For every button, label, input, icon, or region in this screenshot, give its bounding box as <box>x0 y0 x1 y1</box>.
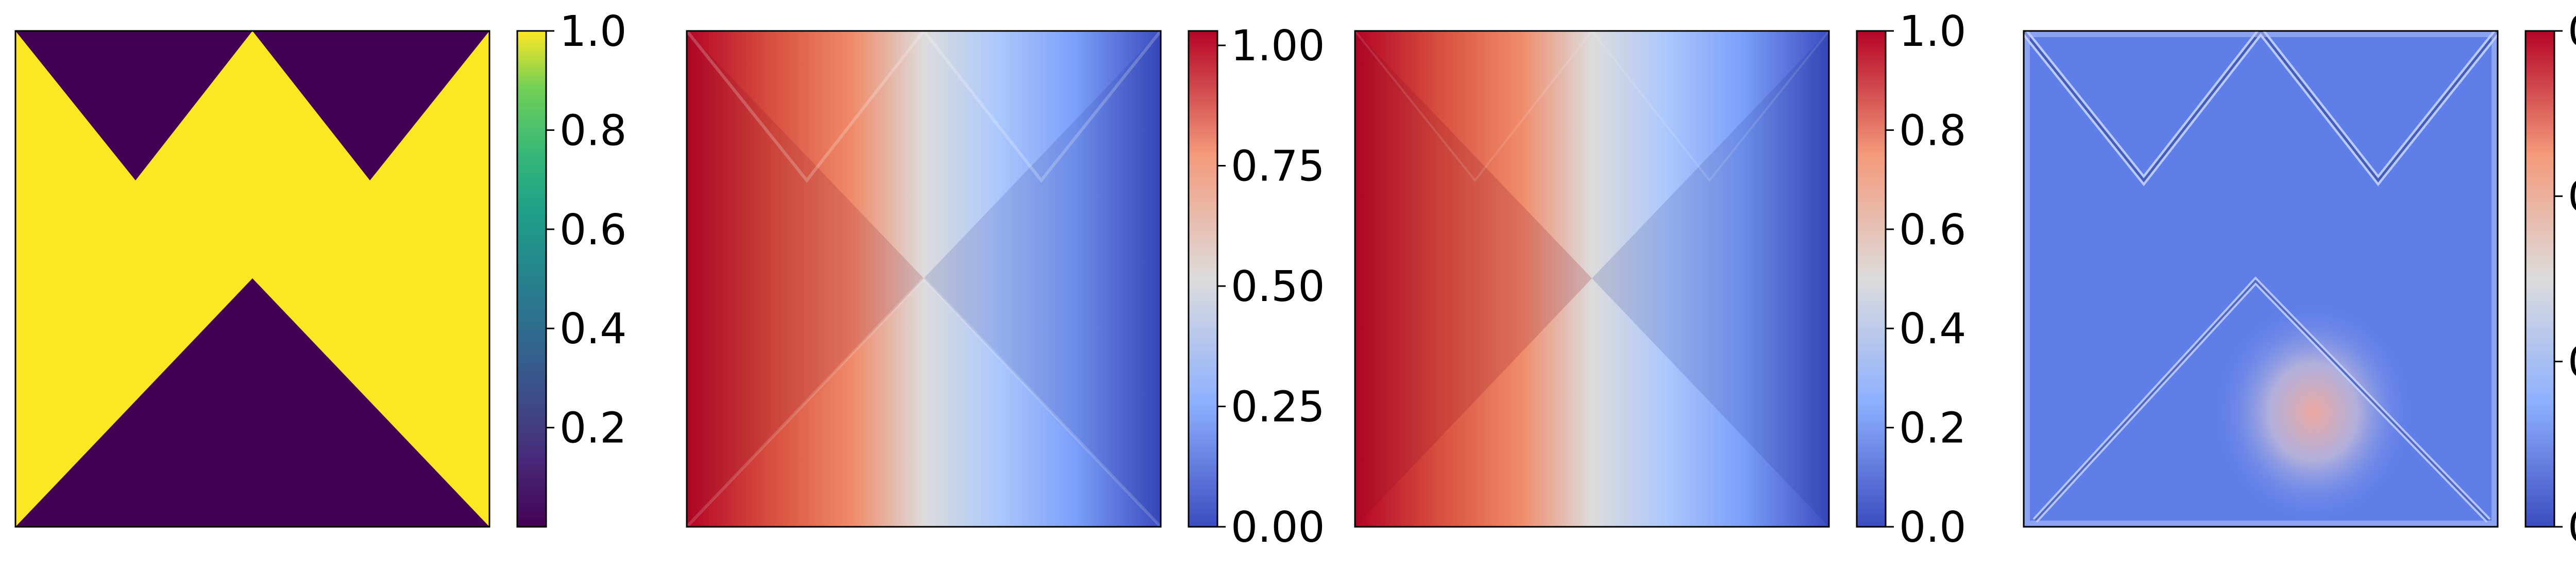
colorbar-tick-label: 0.10 <box>2568 173 2576 222</box>
prediction-valley <box>687 276 1161 527</box>
colorbar-prediction-ticks: 0.00 0.25 0.50 0.75 1.00 <box>1217 22 1325 552</box>
colorbar-tick-label: 0.8 <box>560 106 626 155</box>
colorbar-tick-label: 0.8 <box>1899 106 1966 155</box>
colorbar-error-ticks: 0.00 0.05 0.10 0.15 <box>2554 7 2576 552</box>
error-ridge-core <box>2024 31 2498 183</box>
heatmap-panel-error <box>2024 31 2498 527</box>
colorbar-mask: 0.2 0.4 0.6 0.8 1.0 <box>516 7 626 528</box>
colorbar-error-fill <box>2524 30 2555 528</box>
error-hotspot <box>2215 304 2411 521</box>
reference-field <box>1355 31 1829 527</box>
colorbar-error: 0.00 0.05 0.10 0.15 <box>2524 7 2576 552</box>
colorbar-tick-label: 0.6 <box>1899 206 1966 255</box>
colorbar-tick-label: 0.15 <box>2568 7 2576 56</box>
colorbar-tick-label: 0.50 <box>1231 262 1325 311</box>
heatmap-panel-reference <box>1355 31 1829 527</box>
colorbar-tick-label: 1.00 <box>1231 22 1325 71</box>
colorbar-prediction: 0.00 0.25 0.50 0.75 1.00 <box>1188 22 1325 552</box>
heatmap-panel-mask <box>14 30 490 528</box>
prediction-ridge <box>687 31 1161 183</box>
reference-shade-right <box>1592 31 1829 527</box>
mask-shape <box>15 31 489 527</box>
colorbar-tick-label: 1.0 <box>1899 7 1966 56</box>
colorbar-tick-label: 0.00 <box>1231 503 1325 552</box>
colorbar-tick-label: 0.75 <box>1231 142 1325 191</box>
prediction-shade-right <box>924 31 1161 527</box>
reference-ridge <box>1355 31 1829 182</box>
colorbar-tick-label: 0.6 <box>560 206 626 255</box>
prediction-field <box>687 31 1161 527</box>
colorbar-prediction-fill <box>1188 30 1218 528</box>
prediction-frame <box>686 30 1162 528</box>
colorbar-tick-label: 0.2 <box>560 404 626 453</box>
colorbar-tick-label: 0.4 <box>1899 305 1966 354</box>
colorbar-tick-label: 0.25 <box>1231 383 1325 432</box>
colorbar-mask-fill <box>516 30 547 528</box>
colorbar-reference-fill <box>1856 30 1887 528</box>
reference-shade-left <box>1355 31 1592 527</box>
colorbar-tick-label: 0.4 <box>560 305 626 354</box>
colorbar-tick-label: 1.0 <box>560 7 626 56</box>
heatmap-panel-prediction <box>687 31 1161 527</box>
colorbar-tick-label: 0.0 <box>1899 503 1966 552</box>
colorbar-mask-ticks: 0.2 0.4 0.6 0.8 1.0 <box>546 7 626 453</box>
colorbar-reference: 0.0 0.2 0.4 0.6 0.8 1.0 <box>1856 7 1966 552</box>
error-valley-core <box>2034 279 2489 522</box>
reference-frame <box>1354 30 1830 528</box>
error-frame <box>2023 30 2499 528</box>
colorbar-tick-label: 0.00 <box>2568 503 2576 552</box>
colorbar-reference-ticks: 0.0 0.2 0.4 0.6 0.8 1.0 <box>1886 7 1966 552</box>
prediction-shade-left <box>687 31 924 527</box>
mask-frame <box>14 30 490 528</box>
colorbar-tick-label: 0.2 <box>1899 404 1966 453</box>
colorbar-tick-label: 0.05 <box>2568 338 2576 387</box>
error-border-band <box>2025 32 2497 526</box>
